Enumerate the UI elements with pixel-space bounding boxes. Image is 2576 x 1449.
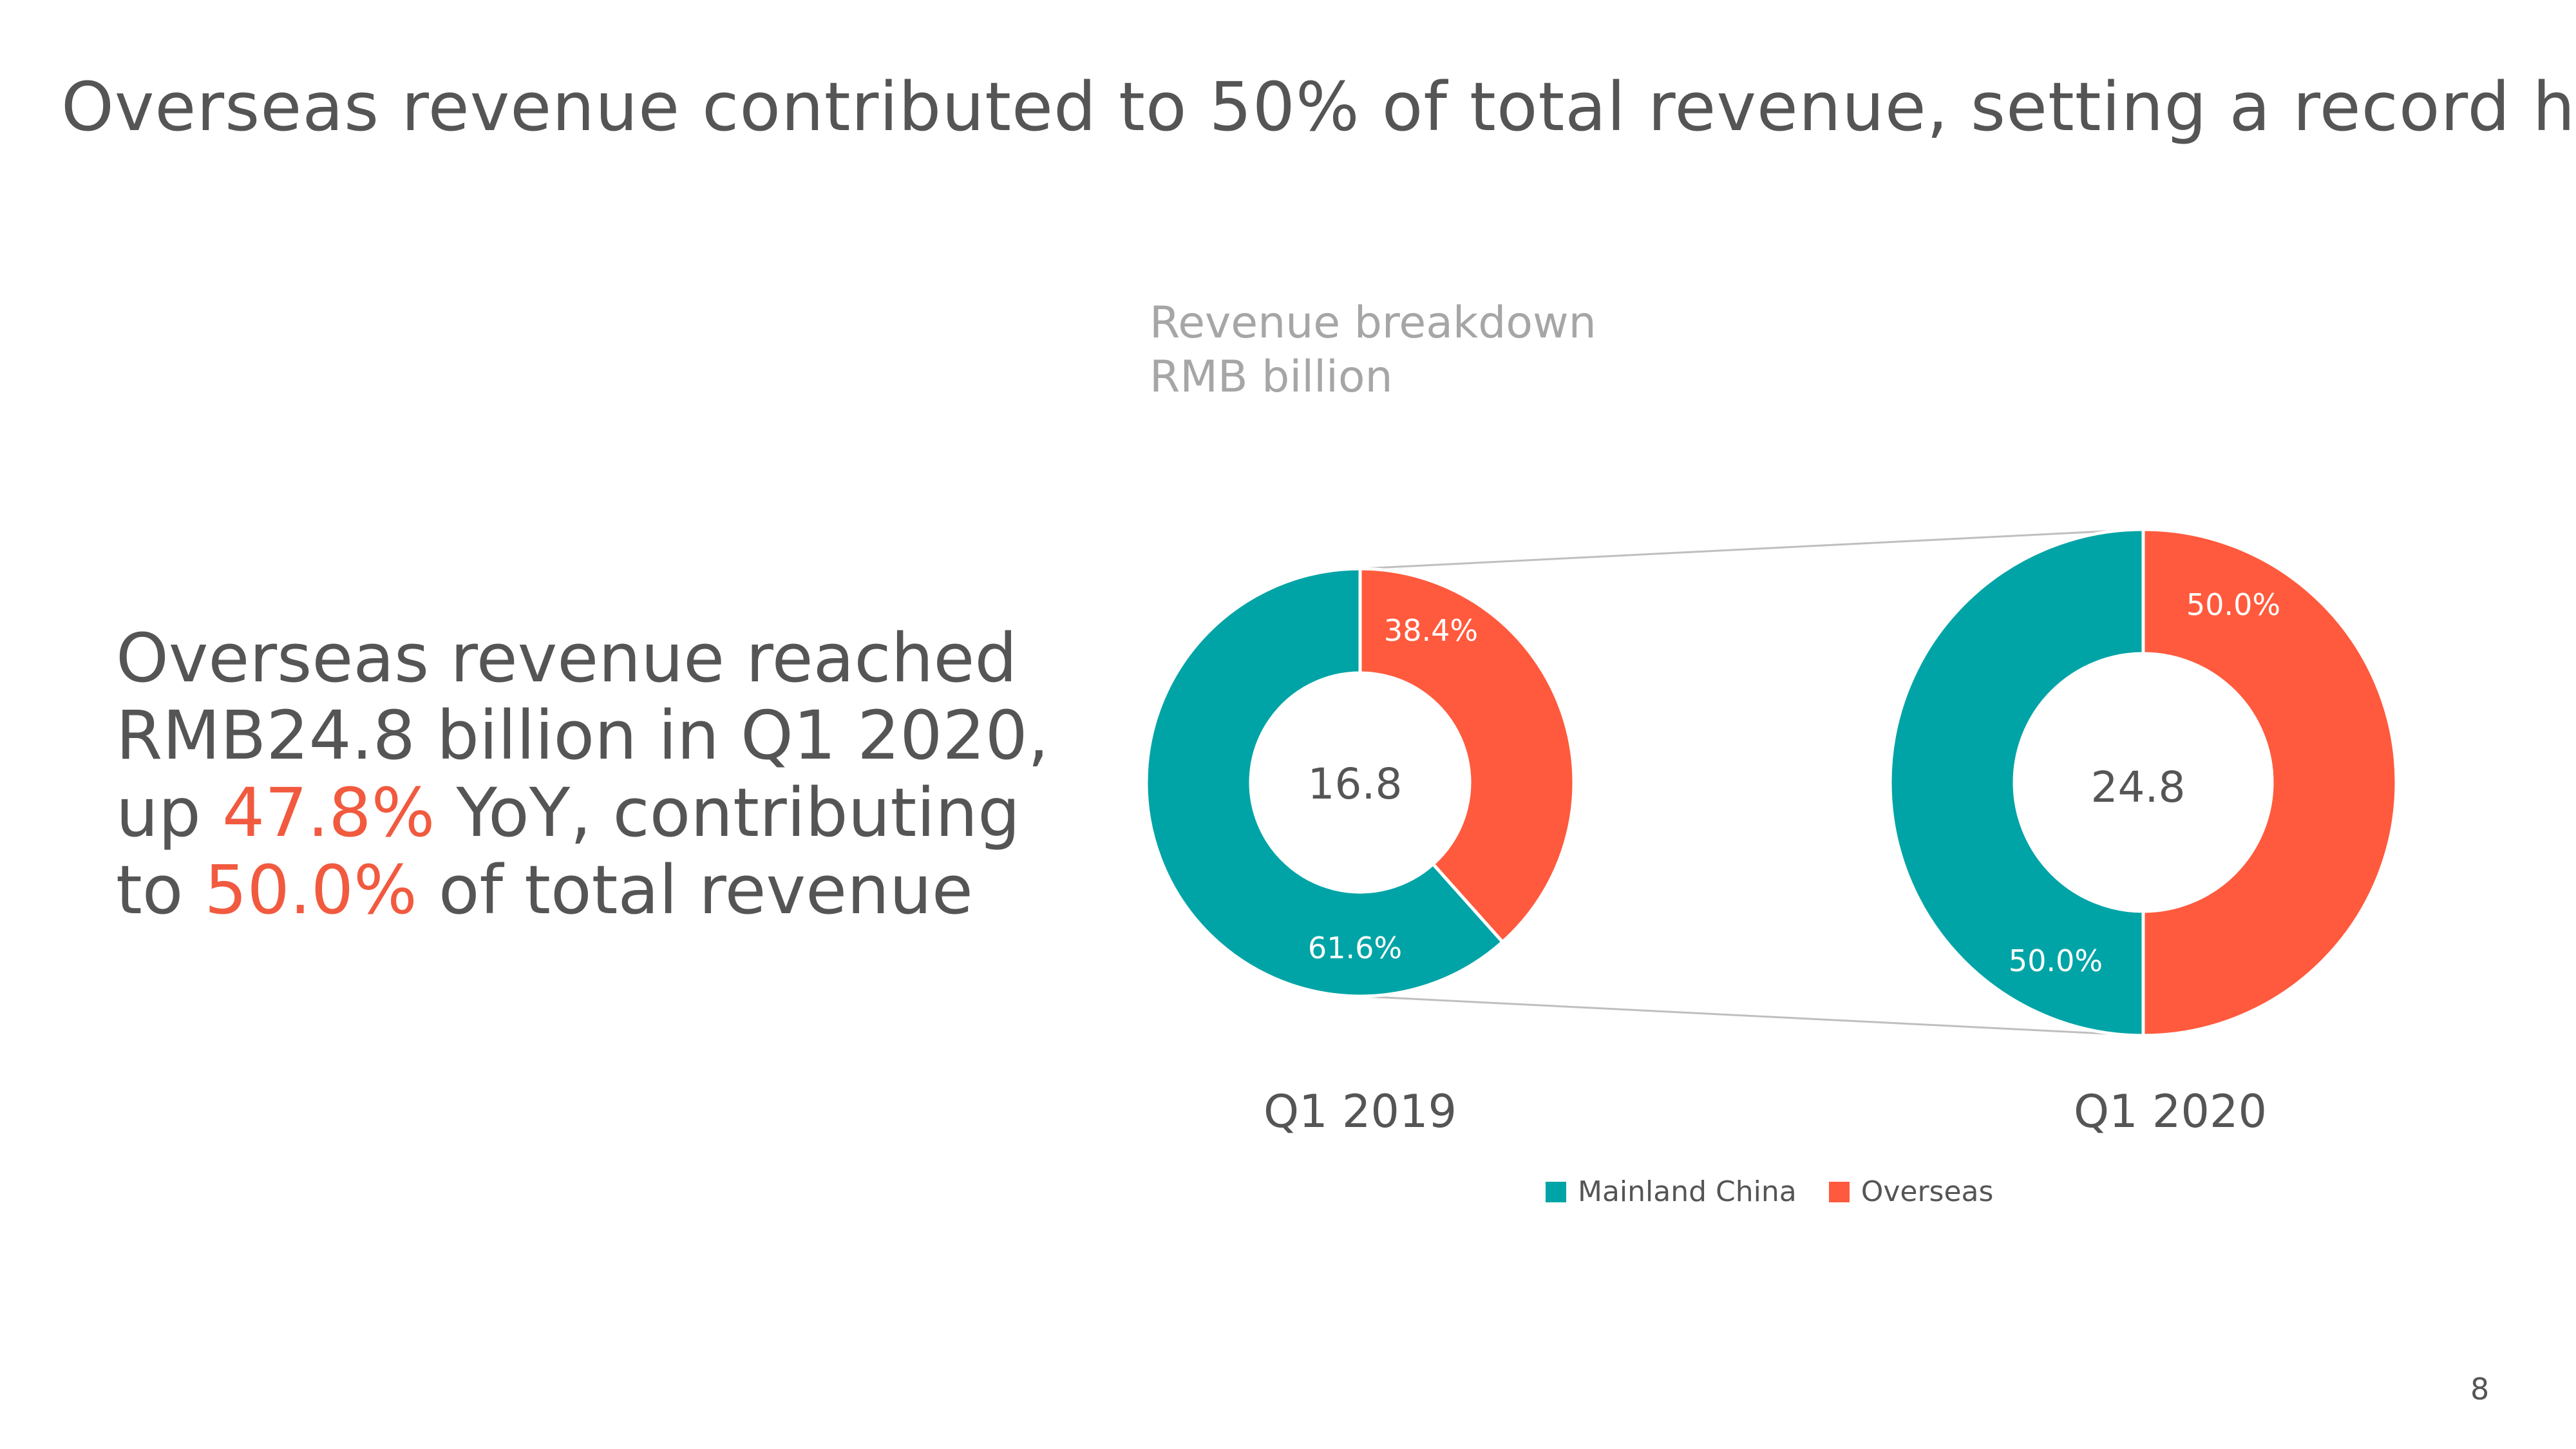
slice-label-0-mainland: 61.6% — [1308, 931, 1402, 965]
chart-title: Revenue breakdown — [1150, 298, 1596, 348]
legend-item-mainland: Mainland China — [1546, 1175, 1797, 1208]
yoy-growth-highlight: 47.8% — [222, 773, 435, 852]
category-label-0: Q1 2019 — [1264, 1085, 1457, 1138]
legend-label-overseas: Overseas — [1861, 1175, 1994, 1208]
donut-total-1: 24.8 — [2091, 762, 2186, 812]
donut-total-0: 16.8 — [1308, 759, 1403, 809]
donut-slice-1-overseas — [2141, 527, 2398, 1037]
legend-label-mainland: Mainland China — [1578, 1175, 1797, 1208]
body-line-4-post: of total revenue — [417, 851, 973, 929]
slice-label-1-overseas: 50.0% — [2186, 587, 2280, 622]
legend-swatch-overseas — [1828, 1181, 1850, 1202]
body-line-2: RMB24.8 billion in Q1 2020, — [116, 696, 1049, 775]
category-label-1: Q1 2020 — [2074, 1085, 2267, 1138]
body-line-4: to 50.0% of total revenue — [116, 851, 1121, 929]
legend-swatch-mainland — [1546, 1181, 1566, 1202]
donut-slice-0-mainland — [1144, 567, 1505, 998]
slide-title: Overseas revenue contributed to 50% of t… — [61, 68, 2576, 146]
chart-subtitle: Revenue breakdown RMB billion — [1150, 296, 1596, 404]
chart-unit: RMB billion — [1150, 352, 1393, 402]
donut-slice-1-mainland — [1888, 527, 2145, 1037]
body-text: Overseas revenue reached RMB24.8 billion… — [116, 620, 1121, 929]
connector-line-bottom — [1359, 995, 2144, 1037]
body-line-1: Overseas revenue reached — [116, 619, 1018, 697]
body-line-3: up 47.8% YoY, contributing — [116, 774, 1121, 851]
body-line-3-post: YoY, contributing — [435, 773, 1021, 852]
donut-slice-0-overseas — [1358, 567, 1576, 945]
legend-item-overseas: Overseas — [1828, 1175, 1994, 1208]
body-line-4-pre: to — [116, 851, 205, 929]
connector-line-top — [1359, 528, 2144, 570]
chart-legend: Mainland China Overseas — [1546, 1175, 2025, 1208]
share-highlight: 50.0% — [204, 851, 417, 929]
page-number: 8 — [2470, 1372, 2490, 1406]
slice-label-1-mainland: 50.0% — [2009, 943, 2103, 978]
body-line-3-pre: up — [116, 773, 222, 852]
slice-label-0-overseas: 38.4% — [1384, 613, 1478, 648]
